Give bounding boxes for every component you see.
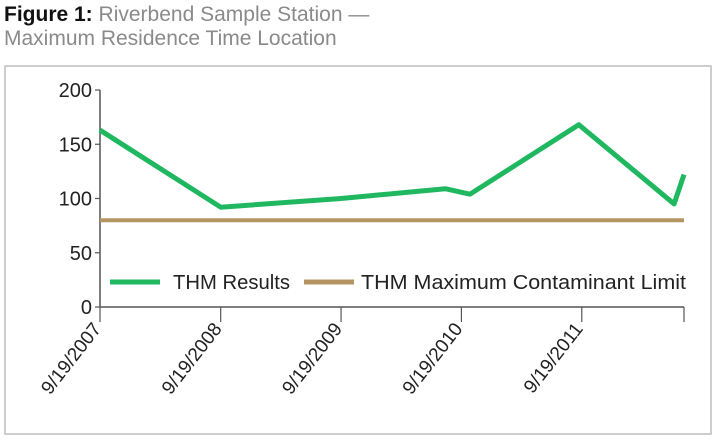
figure-label: Figure 1: <box>4 3 93 26</box>
y-tick-label: 200 <box>59 80 92 102</box>
y-tick-label: 100 <box>59 189 92 211</box>
y-tick-label: 50 <box>70 243 92 265</box>
y-tick-label: 0 <box>81 297 92 319</box>
x-tick-label: 9/19/2008 <box>158 319 227 399</box>
x-tick-label: 9/19/2011 <box>520 319 588 397</box>
chart-frame <box>4 65 712 435</box>
x-tick-label: 9/19/2009 <box>278 319 347 399</box>
figure-title-line-2: Maximum Residence Time Location <box>4 27 337 50</box>
figure-title-block: Figure 1: Riverbend Sample Station — Max… <box>4 3 714 51</box>
legend-thm-mcl-label: THM Maximum Contaminant Limit <box>361 272 686 294</box>
figure-title-text: Riverbend Sample Station — <box>98 3 370 26</box>
y-tick-label: 150 <box>59 134 92 156</box>
x-tick-label: 9/19/2010 <box>399 319 468 399</box>
legend-thm-results-label: THM Results <box>173 272 290 294</box>
x-tick-label: 9/19/2007 <box>37 319 106 399</box>
figure-title-line-1: Figure 1: Riverbend Sample Station — <box>4 3 714 27</box>
series-line-thm-results <box>98 122 687 210</box>
